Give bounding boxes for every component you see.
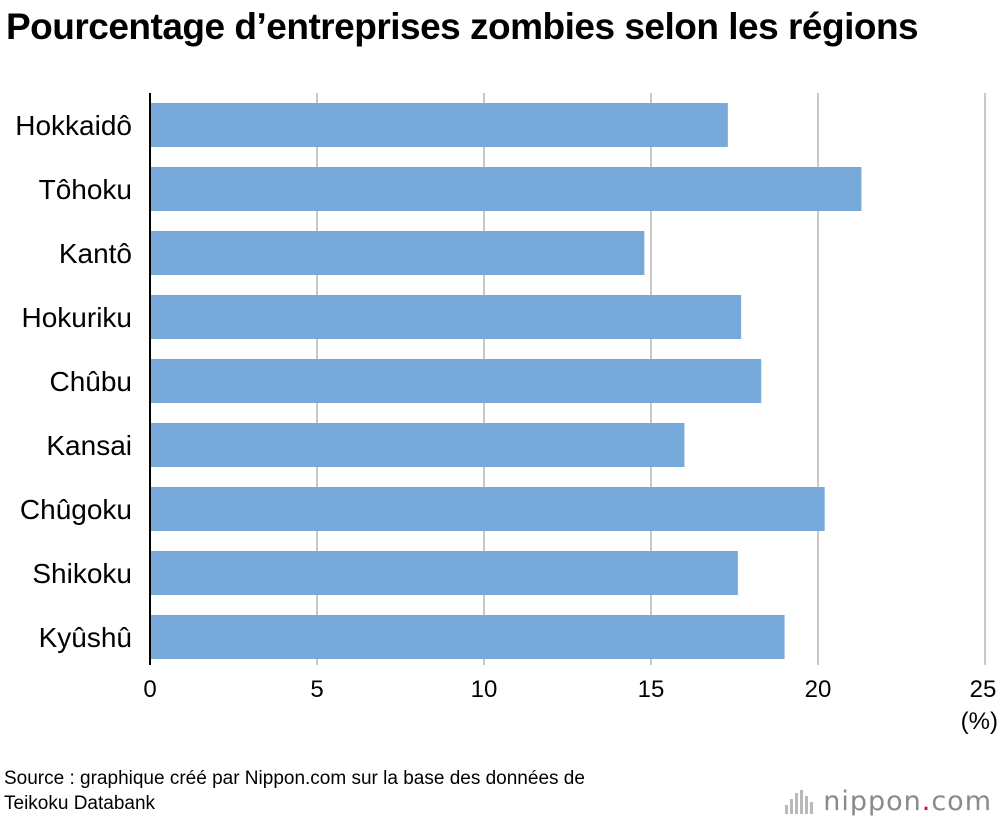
category-label: Chûbu [49,366,132,397]
category-label: Tôhoku [39,174,132,205]
bar-hokuriku [150,295,742,339]
source-note: Source : graphique créé par Nippon.com s… [4,766,784,816]
logo-text-after-dot: com [931,786,992,817]
source-line-2: Teikoku Databank [4,793,156,814]
bar-hokkaidô [150,103,728,147]
category-label: Hokuriku [22,302,132,333]
bar-shikoku [150,551,738,595]
source-line-1: Source : graphique créé par Nippon.com s… [4,768,585,789]
x-tick-label: 15 [638,676,665,703]
bar-tôhoku [150,167,862,211]
category-label: Kansai [46,430,132,461]
x-tick-label: 10 [471,676,498,703]
x-tick-label: 25 [970,676,997,703]
logo-dot: . [921,786,932,817]
chart-title: Pourcentage d’entreprises zombies selon … [6,6,919,47]
x-axis-unit-label: (%) [961,708,998,735]
category-label: Chûgoku [20,494,132,525]
category-label: Kyûshû [39,622,132,653]
nippon-bars-icon [785,789,814,814]
category-label: Kantô [59,238,132,269]
bar-chart: Hokkaidô Tôhoku Kantô Hokuriku Chûbu Kansai Ch… [15,93,998,735]
x-tick-label: 5 [310,676,323,703]
bar-kyûshû [150,615,785,659]
x-tick-label: 0 [143,676,156,703]
category-label: Hokkaidô [15,110,132,141]
nippon-logo: nippon. com [785,786,992,817]
category-label: Shikoku [32,558,132,589]
bar-kantô [150,231,645,275]
bar-chûbu [150,359,762,403]
bar-chûgoku [150,487,825,531]
bar-kansai [150,423,685,467]
logo-text-before-dot: nippon [823,786,922,817]
x-tick-label: 20 [805,676,832,703]
